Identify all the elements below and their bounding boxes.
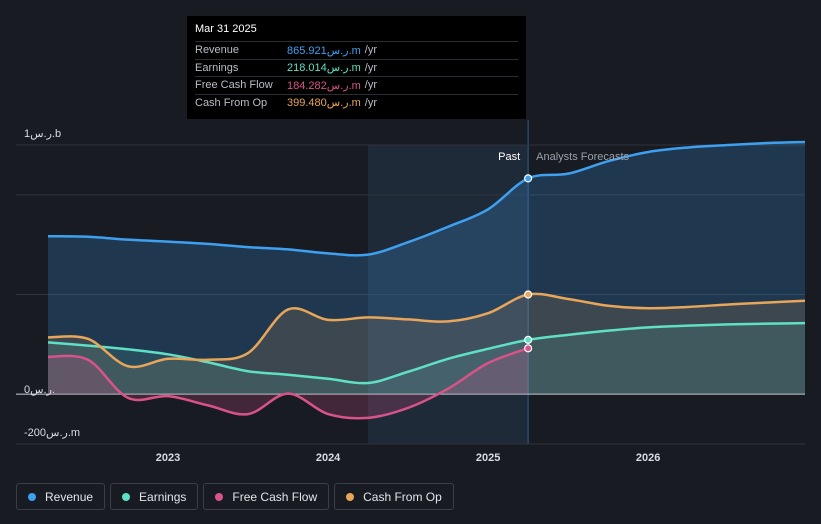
line-cash-from-op xyxy=(47,292,806,369)
series-lines xyxy=(47,140,806,420)
line-revenue xyxy=(47,140,806,257)
x-tick-label: 2024 xyxy=(316,452,341,464)
legend-label: Free Cash Flow xyxy=(232,489,318,504)
tooltip-date: Mar 31 2025 xyxy=(195,23,257,35)
gridlines xyxy=(16,144,805,445)
x-tick-label: 2026 xyxy=(636,452,660,464)
legend: Revenue Earnings Free Cash Flow Cash Fro… xyxy=(16,483,454,510)
marker-free-cash-flow xyxy=(524,344,533,353)
legend-item-revenue[interactable]: Revenue xyxy=(16,483,106,510)
highlight-markers xyxy=(524,174,533,353)
legend-label: Earnings xyxy=(139,489,187,504)
x-tick-label: 2025 xyxy=(476,452,500,464)
tooltip-unit: /yr xyxy=(364,44,378,57)
legend-dot-icon xyxy=(28,492,36,501)
legend-label: Revenue xyxy=(45,489,94,504)
tooltip-unit: /yr xyxy=(364,61,378,74)
tooltip-value: 399.480ر.س.m xyxy=(287,97,361,110)
legend-label: Cash From Op xyxy=(363,489,442,504)
marker-revenue xyxy=(524,174,533,183)
y-tick-label: 0ر.س. xyxy=(24,384,55,396)
axis-labels: 1ر.س.b 0ر.س. -200ر.س.m 2023 2024 2025 2026 Past… xyxy=(24,128,660,464)
line-earnings xyxy=(47,321,806,385)
tooltip-row-earnings: Earnings 218.014ر.س.m /yr xyxy=(195,58,518,77)
tooltip-value: 865.921ر.س.m xyxy=(287,44,361,57)
legend-item-free-cash-flow[interactable]: Free Cash Flow xyxy=(203,483,330,510)
tooltip-label: Free Cash Flow xyxy=(195,79,273,92)
tooltip-unit: /yr xyxy=(364,79,378,92)
tooltip-label: Cash From Op xyxy=(195,96,268,109)
tooltip: Mar 31 2025 Revenue 865.921ر.س.m /yr Ear… xyxy=(187,16,526,119)
line-free-cash-flow xyxy=(47,347,529,420)
forecast-label: Analysts Forecasts xyxy=(536,151,629,163)
tooltip-value: 184.282ر.س.m xyxy=(287,79,361,92)
legend-item-cash-from-op[interactable]: Cash From Op xyxy=(334,483,454,510)
tooltip-label: Earnings xyxy=(195,61,239,74)
y-tick-label: 1ر.س.b xyxy=(24,128,61,140)
tooltip-value: 218.014ر.س.m xyxy=(287,62,361,75)
legend-dot-icon xyxy=(346,492,355,501)
x-tick-label: 2023 xyxy=(156,452,180,464)
tooltip-label: Revenue xyxy=(195,44,240,57)
marker-cash-from-op xyxy=(524,290,533,299)
marker-earnings xyxy=(524,335,533,344)
legend-item-earnings[interactable]: Earnings xyxy=(110,483,199,510)
past-label: Past xyxy=(498,151,520,163)
tooltip-row-cash-from-op: Cash From Op 399.480ر.س.m /yr xyxy=(195,93,518,112)
tooltip-row-free-cash-flow: Free Cash Flow 184.282ر.س.m /yr xyxy=(195,76,518,94)
y-tick-label: -200ر.س.m xyxy=(24,427,80,439)
legend-dot-icon xyxy=(215,492,224,501)
area-free-cash-flow xyxy=(48,348,529,419)
legend-dot-icon xyxy=(122,492,131,501)
area-earnings xyxy=(48,323,805,395)
tooltip-row-revenue: Revenue 865.921ر.س.m /yr xyxy=(195,41,518,59)
tooltip-unit: /yr xyxy=(364,96,378,109)
